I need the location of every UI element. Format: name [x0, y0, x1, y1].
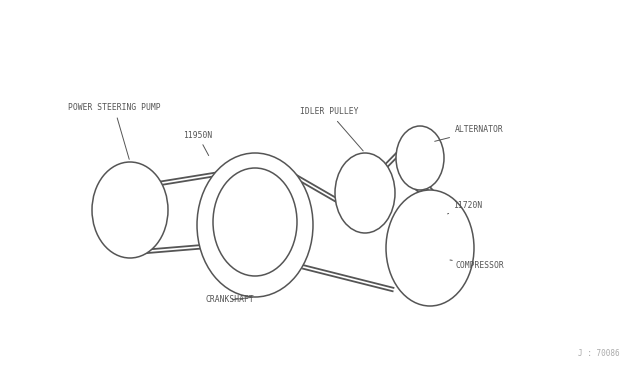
Text: POWER STEERING PUMP: POWER STEERING PUMP	[68, 103, 161, 159]
Text: COMPRESSOR: COMPRESSOR	[450, 260, 504, 269]
Text: J : 70086: J : 70086	[579, 349, 620, 358]
Ellipse shape	[386, 190, 474, 306]
Ellipse shape	[213, 168, 297, 276]
Text: CRANKSHAFT: CRANKSHAFT	[205, 295, 253, 305]
Ellipse shape	[335, 153, 395, 233]
Ellipse shape	[92, 162, 168, 258]
Ellipse shape	[396, 126, 444, 190]
Text: 11720N: 11720N	[447, 201, 483, 214]
Text: 11950N: 11950N	[183, 131, 212, 155]
Ellipse shape	[197, 153, 313, 297]
Text: IDLER PULLEY: IDLER PULLEY	[300, 108, 363, 151]
Text: ALTERNATOR: ALTERNATOR	[435, 125, 504, 141]
